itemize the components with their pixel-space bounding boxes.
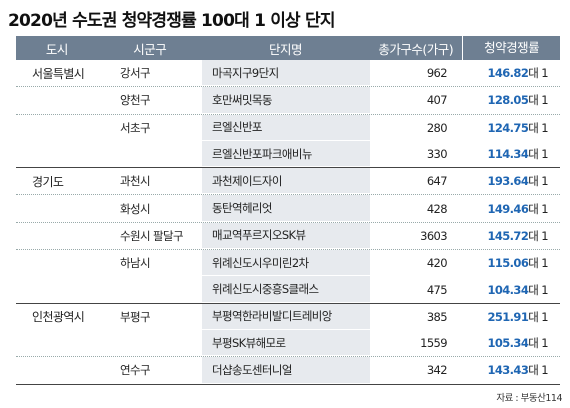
district-cell: 연수구 bbox=[120, 363, 151, 378]
region-seoul: 서울특별시 강서구 마곡지구9단지 962 146.82대 1 양천구 호만써밋… bbox=[16, 60, 560, 169]
rate-cell: 251.91대 1 bbox=[463, 309, 560, 325]
table-row: 부평SK뷰해모로 1559 105.34대 1 bbox=[16, 329, 560, 357]
rate-value: 193.64 bbox=[487, 174, 529, 189]
rate-cell: 145.72대 1 bbox=[463, 228, 560, 244]
rate-unit: 대 1 bbox=[528, 363, 548, 378]
header-rate: 청약경쟁률 bbox=[462, 36, 560, 60]
rate-cell: 193.64대 1 bbox=[463, 173, 560, 189]
households-cell: 342 bbox=[426, 363, 448, 378]
table-row: 화성시 동탄역헤리엇 428 149.46대 1 bbox=[16, 194, 560, 222]
source-note: 자료 : 부동산114 bbox=[496, 393, 562, 404]
complex-cell: 호만써밋목동 bbox=[202, 87, 370, 114]
households-cell: 962 bbox=[426, 66, 448, 81]
header-city: 도시 bbox=[45, 41, 69, 57]
rate-value: 105.34 bbox=[487, 336, 529, 351]
rate-cell: 143.43대 1 bbox=[463, 362, 560, 378]
complex-cell: 르엘신반포 bbox=[202, 114, 370, 141]
rate-cell: 115.06대 1 bbox=[463, 255, 560, 271]
households-cell: 428 bbox=[426, 201, 448, 216]
rate-value: 104.34 bbox=[487, 282, 529, 297]
rate-value: 251.91 bbox=[487, 309, 529, 324]
complex-cell: 동탄역헤리엇 bbox=[202, 195, 370, 222]
district-cell: 화성시 bbox=[120, 201, 151, 216]
table-row: 르엘신반포파크애비뉴 330 114.34대 1 bbox=[16, 140, 560, 168]
rate-unit: 대 1 bbox=[528, 336, 548, 351]
rate-value: 115.06 bbox=[487, 256, 529, 271]
table-row: 서초구 르엘신반포 280 124.75대 1 bbox=[16, 113, 560, 141]
table-row: 하남시 위례신도시우미린2차 420 115.06대 1 bbox=[16, 249, 560, 277]
rate-value: 146.82 bbox=[487, 66, 529, 81]
region-incheon: 인천광역시 부평구 부평역한라비발디트레비앙 385 251.91대 1 부평S… bbox=[16, 303, 560, 385]
complex-cell: 부평SK뷰해모로 bbox=[202, 329, 370, 357]
rate-unit: 대 1 bbox=[528, 120, 548, 135]
header-complex: 단지명 bbox=[268, 41, 303, 57]
complex-cell: 매교역푸르지오SK뷰 bbox=[202, 222, 370, 250]
district-cell: 과천시 bbox=[120, 174, 151, 189]
rate-unit: 대 1 bbox=[528, 256, 548, 271]
table-row: 연수구 더샵송도센터니얼 342 143.43대 1 bbox=[16, 356, 560, 384]
rate-unit: 대 1 bbox=[528, 147, 548, 162]
rate-unit: 대 1 bbox=[528, 309, 548, 324]
rate-cell: 124.75대 1 bbox=[463, 120, 560, 136]
header-district: 시군구 bbox=[133, 41, 167, 57]
rate-cell: 114.34대 1 bbox=[463, 146, 560, 162]
rate-value: 114.34 bbox=[487, 147, 529, 162]
rate-unit: 대 1 bbox=[528, 282, 548, 297]
rate-unit: 대 1 bbox=[528, 93, 548, 108]
households-cell: 3603 bbox=[420, 228, 447, 243]
rate-unit: 대 1 bbox=[528, 228, 548, 243]
rate-value: 124.75 bbox=[487, 120, 529, 135]
complex-cell: 부평역한라비발디트레비앙 bbox=[202, 303, 370, 330]
table-row: 위례신도시중흥S클래스 475 104.34대 1 bbox=[16, 276, 560, 303]
table-row: 수원시 팔달구 매교역푸르지오SK뷰 3603 145.72대 1 bbox=[16, 221, 560, 250]
district-cell: 부평구 bbox=[120, 309, 151, 324]
district-cell: 수원시 팔달구 bbox=[120, 228, 184, 243]
rate-cell: 105.34대 1 bbox=[463, 335, 560, 351]
page-title: 2020년 수도권 청약경쟁률 100대 1 이상 단지 bbox=[8, 11, 336, 31]
table-row: 서울특별시 강서구 마곡지구9단지 962 146.82대 1 bbox=[16, 60, 560, 87]
header-households: 총가구수(가구) bbox=[378, 41, 454, 57]
rate-cell: 128.05대 1 bbox=[463, 92, 560, 108]
district-cell: 양천구 bbox=[120, 93, 151, 108]
complex-cell: 위례신도시우미린2차 bbox=[202, 250, 370, 277]
complex-cell: 과천제이드자이 bbox=[202, 168, 370, 195]
rate-value: 145.72 bbox=[487, 228, 529, 243]
households-cell: 280 bbox=[426, 120, 448, 135]
rate-unit: 대 1 bbox=[528, 201, 548, 216]
households-cell: 385 bbox=[426, 309, 448, 324]
rate-value: 149.46 bbox=[487, 201, 529, 216]
district-cell: 하남시 bbox=[120, 256, 151, 271]
table-row: 인천광역시 부평구 부평역한라비발디트레비앙 385 251.91대 1 bbox=[16, 303, 560, 330]
city-cell: 인천광역시 bbox=[32, 310, 85, 325]
households-cell: 330 bbox=[426, 147, 448, 162]
rate-value: 143.43 bbox=[487, 363, 529, 378]
households-cell: 407 bbox=[426, 93, 448, 108]
households-cell: 1559 bbox=[420, 336, 447, 351]
complex-cell: 르엘신반포파크애비뉴 bbox=[202, 140, 370, 168]
complex-cell: 더샵송도센터니얼 bbox=[202, 357, 370, 384]
table-header: 도시 시군구 단지명 총가구수(가구) 청약경쟁률 bbox=[16, 36, 560, 60]
households-cell: 420 bbox=[426, 256, 448, 271]
rate-unit: 대 1 bbox=[528, 66, 548, 81]
rate-cell: 146.82대 1 bbox=[463, 65, 560, 81]
complex-cell: 위례신도시중흥S클래스 bbox=[202, 276, 370, 303]
rate-cell: 104.34대 1 bbox=[463, 282, 560, 298]
competition-table: 도시 시군구 단지명 총가구수(가구) 청약경쟁률 서울특별시 강서구 마곡지구… bbox=[16, 36, 560, 385]
city-cell: 서울특별시 bbox=[32, 66, 85, 81]
region-gyeonggi: 경기도 과천시 과천제이드자이 647 193.64대 1 화성시 동탄역헤리엇… bbox=[16, 168, 560, 304]
city-cell: 경기도 bbox=[32, 174, 64, 189]
district-cell: 강서구 bbox=[120, 66, 151, 81]
rate-unit: 대 1 bbox=[528, 174, 548, 189]
households-cell: 647 bbox=[426, 174, 448, 189]
complex-cell: 마곡지구9단지 bbox=[202, 60, 370, 87]
table-row: 양천구 호만써밋목동 407 128.05대 1 bbox=[16, 86, 560, 114]
table-row: 경기도 과천시 과천제이드자이 647 193.64대 1 bbox=[16, 168, 560, 195]
rate-cell: 149.46대 1 bbox=[463, 201, 560, 217]
rate-value: 128.05 bbox=[487, 93, 529, 108]
households-cell: 475 bbox=[426, 282, 448, 297]
district-cell: 서초구 bbox=[120, 120, 151, 135]
